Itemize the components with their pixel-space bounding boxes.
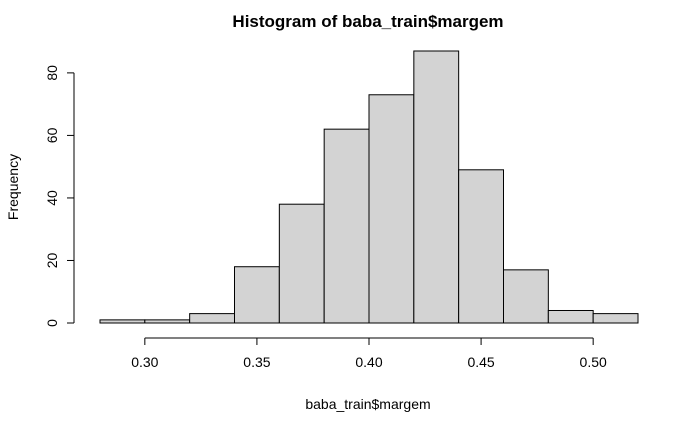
x-tick-label-3: 0.45 [467, 354, 494, 370]
histogram-bar-8 [458, 169, 504, 324]
x-tick-label-1: 0.35 [243, 354, 270, 370]
histogram-bars [99, 50, 639, 324]
x-tick-label-2: 0.40 [355, 354, 382, 370]
histogram-bar-7 [413, 50, 460, 324]
y-tick-label-2: 40 [44, 190, 60, 206]
y-axis-label: Frequency [5, 154, 21, 220]
chart-title: Histogram of baba_train$margem [232, 12, 503, 31]
histogram-bar-2 [189, 313, 236, 324]
y-tick-label-4: 80 [44, 65, 60, 81]
y-axis: 0 20 40 60 80 [44, 65, 75, 327]
histogram-bar-5 [323, 128, 370, 324]
y-tick-label-1: 20 [44, 252, 60, 268]
y-tick-label-0: 0 [44, 319, 60, 327]
histogram-bar-1 [144, 319, 191, 324]
x-tick-label-4: 0.50 [580, 354, 607, 370]
x-tick-label-0: 0.30 [131, 354, 158, 370]
histogram-bar-3 [234, 266, 280, 324]
histogram-bar-10 [547, 309, 594, 324]
x-axis: 0.30 0.35 0.40 0.45 0.50 [131, 337, 607, 370]
y-tick-label-3: 60 [44, 127, 60, 143]
histogram-bar-4 [278, 203, 325, 324]
histogram-bar-0 [99, 319, 146, 324]
histogram-bar-11 [592, 313, 639, 324]
x-axis-label: baba_train$margem [305, 396, 430, 412]
histogram-bar-9 [503, 269, 549, 324]
histogram-bar-6 [368, 94, 415, 324]
